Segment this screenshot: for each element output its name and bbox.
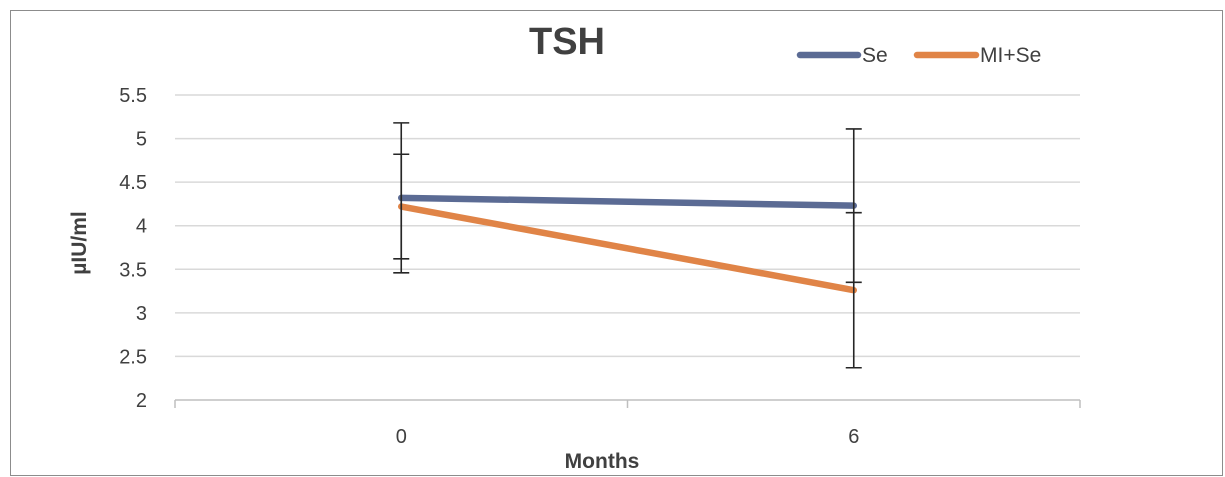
series-line-0 <box>398 194 857 209</box>
legend: Se MI+Se <box>796 44 1041 67</box>
y-tick-label: 5 <box>136 129 147 151</box>
gridlines <box>175 94 1080 358</box>
legend-item: MI+Se <box>913 44 1041 67</box>
x-tick-label: 0 <box>396 426 407 448</box>
series-line-1 <box>398 203 857 294</box>
error-bars <box>393 122 862 369</box>
legend-label: Se <box>862 44 888 67</box>
y-tick-label: 3 <box>136 303 147 325</box>
series-lines <box>398 194 857 294</box>
y-tick-label: 4 <box>136 216 147 238</box>
legend-label: MI+Se <box>980 44 1041 67</box>
y-tick-label: 3.5 <box>119 259 147 281</box>
y-tick-label: 5.5 <box>119 85 147 107</box>
y-axis-title: µIU/ml <box>68 211 91 274</box>
y-tick-labels: 2 2.5 3 3.5 4 4.5 5 5.5 <box>119 85 147 412</box>
y-tick-label: 4.5 <box>119 172 147 194</box>
chart-title: TSH <box>529 21 605 63</box>
legend-item: Se <box>796 44 888 67</box>
chart-frame <box>10 10 1223 476</box>
x-tick-label: 6 <box>848 426 859 448</box>
error-bar <box>845 211 862 369</box>
x-axis-title: Months <box>565 450 640 473</box>
x-axis <box>174 399 1081 408</box>
y-tick-label: 2 <box>136 390 147 412</box>
y-tick-label: 2.5 <box>119 346 147 368</box>
error-bar <box>393 153 410 260</box>
